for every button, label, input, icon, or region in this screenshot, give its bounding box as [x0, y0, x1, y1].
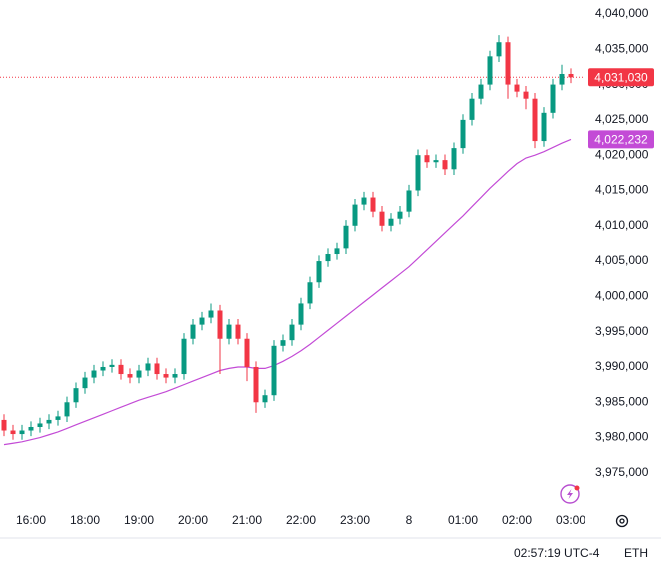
candle-body: [235, 324, 241, 339]
x-tick-label: 21:00: [232, 513, 262, 527]
candle-body: [460, 119, 466, 149]
candle-body: [262, 395, 268, 403]
candle-body: [307, 282, 313, 304]
moving-average-label-box: [588, 130, 654, 149]
candle-body: [190, 324, 196, 339]
candle-body: [424, 155, 430, 163]
lightning-icon[interactable]: [560, 484, 580, 504]
x-tick-label: 03:00: [556, 513, 586, 527]
candle-body: [550, 84, 556, 113]
candle-body: [127, 374, 133, 378]
x-tick-label: 01:00: [448, 513, 478, 527]
candle-body: [253, 366, 259, 403]
candle-body: [316, 261, 322, 283]
candle-body: [505, 42, 511, 85]
settings-icon[interactable]: [615, 514, 629, 528]
candle-body: [496, 42, 502, 57]
candle-body: [19, 430, 25, 435]
candle-body: [289, 324, 295, 341]
y-tick-label: 4,020,000: [595, 147, 649, 161]
y-tick-label: 4,025,000: [595, 112, 649, 126]
candle-body: [442, 160, 448, 170]
y-tick-label: 4,040,000: [595, 6, 649, 20]
candle-body: [514, 84, 520, 92]
y-tick-label: 4,000,000: [595, 289, 649, 303]
candle-body: [10, 430, 16, 435]
candle-body: [1, 419, 7, 431]
candle-body: [361, 197, 367, 205]
candle-body: [154, 363, 160, 375]
candle-body: [568, 73, 574, 78]
y-tick-label: 3,975,000: [595, 465, 649, 479]
candle-body: [352, 204, 358, 226]
candle-body: [208, 310, 214, 318]
candle-body: [397, 211, 403, 219]
candle-body: [559, 73, 565, 85]
candle-body: [217, 310, 223, 339]
moving-average-label: 4,022,232: [594, 133, 648, 147]
last-price-label-box: [588, 68, 654, 87]
x-tick-label: 19:00: [124, 513, 154, 527]
candle-body: [82, 377, 88, 389]
x-tick-label: 18:00: [70, 513, 100, 527]
candle-body: [487, 56, 493, 85]
x-tick-label: 20:00: [178, 513, 208, 527]
candle-body: [163, 374, 169, 378]
candle-body: [532, 98, 538, 142]
x-tick-label: 02:00: [502, 513, 532, 527]
candle-body: [370, 197, 376, 212]
candle-body: [478, 84, 484, 99]
candle-body: [469, 98, 475, 120]
candle-body: [28, 426, 34, 431]
candle-body: [46, 419, 52, 424]
x-tick-label: 23:00: [340, 513, 370, 527]
clock: 02:57:19 UTC-4: [514, 546, 600, 560]
candle-body: [388, 218, 394, 226]
candle-body: [406, 190, 412, 212]
candle-body: [100, 366, 106, 371]
candle-body: [379, 211, 385, 226]
candle-body: [109, 364, 115, 367]
candle-body: [64, 402, 70, 417]
candle-body: [55, 416, 61, 420]
last-price-label: 4,031,030: [594, 70, 648, 84]
candle-body: [145, 363, 151, 371]
x-tick-label: 16:00: [16, 513, 46, 527]
candle-body: [199, 317, 205, 325]
candle-body: [541, 112, 547, 142]
candle-body: [271, 345, 277, 396]
candle-body: [172, 374, 178, 378]
candle-body: [91, 370, 97, 378]
x-tick-label: 22:00: [286, 513, 316, 527]
candle-body: [280, 340, 286, 346]
candle-body: [325, 254, 331, 262]
candle-body: [415, 155, 421, 191]
candle-body: [343, 225, 349, 249]
candle-body: [334, 248, 340, 255]
y-tick-label: 4,010,000: [595, 218, 649, 232]
candle-body: [37, 423, 43, 427]
y-tick-label: 3,990,000: [595, 359, 649, 373]
candle-body: [298, 303, 304, 325]
session[interactable]: ETH: [624, 546, 648, 560]
candle-body: [244, 338, 250, 367]
candle-body: [451, 148, 457, 170]
x-tick-label: 8: [406, 513, 413, 527]
candle-body: [136, 370, 142, 378]
plot-area: 16:00 18:00 19:00 20:00 21:00 22:00 23:00 8 01:0…: [0, 35, 586, 527]
y-tick-label: 3,985,000: [595, 394, 649, 408]
y-tick-label: 4,005,000: [595, 253, 649, 267]
y-tick-label: 3,980,000: [595, 430, 649, 444]
y-tick-label: 4,015,000: [595, 183, 649, 197]
candle-body: [226, 324, 232, 339]
candle-body: [433, 160, 439, 163]
candle-body: [181, 338, 187, 375]
y-tick-label: 3,995,000: [595, 324, 649, 338]
y-tick-label: 4,035,000: [595, 41, 649, 55]
candle-body: [523, 91, 529, 99]
moving-average-line: [3, 138, 572, 446]
candle-body: [118, 364, 124, 375]
candle-body: [73, 388, 79, 403]
